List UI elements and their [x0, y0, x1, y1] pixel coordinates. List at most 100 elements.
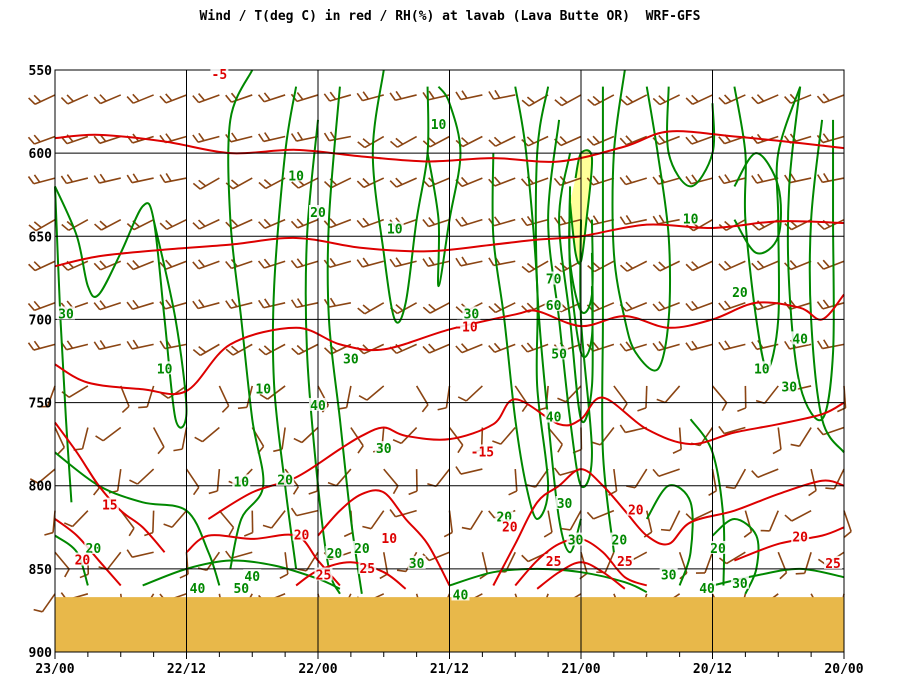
wind-barb-feather	[658, 301, 666, 310]
contour-label-bg	[698, 580, 717, 594]
wind-barb-feather	[526, 215, 534, 225]
wind-barb-shaft	[448, 427, 464, 446]
wind-barb	[422, 343, 450, 354]
wind-barb-feather	[44, 531, 54, 536]
wind-barb-feather	[685, 136, 693, 145]
wind-barb-shaft	[350, 427, 364, 447]
wind-barb-shaft	[263, 94, 286, 103]
wind-barb	[755, 385, 779, 405]
wind-barb-feather	[33, 261, 42, 269]
wind-barb	[93, 94, 122, 105]
wind-barb-feather	[395, 137, 404, 145]
wind-barb-feather	[132, 299, 140, 308]
wind-barb-feather	[756, 133, 764, 142]
wind-barb-feather	[290, 299, 298, 308]
wind-barb-feather	[521, 265, 530, 273]
wind-barb	[192, 93, 220, 104]
wind-barb	[218, 385, 230, 413]
wind-barb	[29, 468, 56, 484]
wind-barb-feather	[553, 177, 561, 186]
wind-barb-shaft	[34, 135, 56, 145]
contour-label: 20	[277, 474, 293, 489]
x-tick-label: 22/00	[298, 662, 337, 677]
wind-barb-feather	[258, 299, 265, 309]
wind-barb-feather	[192, 95, 200, 103]
contour-label-bg	[500, 519, 519, 533]
wind-barb	[126, 339, 154, 350]
wind-barb	[93, 260, 122, 271]
wind-barb	[291, 343, 319, 356]
wind-barb-feather	[99, 340, 106, 349]
wind-barb	[108, 468, 122, 494]
wind-barb-feather	[461, 90, 468, 99]
contour-label-bg	[659, 567, 678, 581]
contour-label: 20	[310, 206, 326, 221]
wind-barb-feather	[626, 485, 636, 489]
wind-barb-shaft	[298, 177, 319, 189]
wind-barb-feather	[718, 136, 726, 145]
wind-barb	[422, 217, 450, 228]
wind-barb	[93, 173, 121, 184]
wind-barb	[656, 385, 681, 404]
wind-barb	[816, 93, 845, 104]
wind-barb-feather	[66, 340, 74, 349]
wind-barb-shaft	[526, 218, 549, 227]
contour-label: 20	[732, 286, 748, 301]
wind-barb	[777, 551, 788, 580]
wind-barb-shaft	[185, 468, 200, 488]
wind-barb-shaft	[364, 302, 385, 315]
wind-barb-shaft	[164, 177, 187, 184]
wind-barb-feather	[625, 95, 634, 103]
wind-barb-feather	[460, 343, 469, 351]
wind-barb-feather	[520, 178, 529, 187]
wind-barb-feather	[258, 221, 266, 229]
wind-barb-shaft	[171, 510, 188, 528]
wind-barb-feather	[264, 298, 271, 307]
wind-barb	[293, 426, 319, 444]
temperature-contour	[317, 489, 451, 586]
wind-barb	[60, 94, 89, 105]
wind-barb	[586, 135, 615, 146]
wind-barb-feather	[64, 522, 73, 528]
wind-barb-feather	[784, 514, 793, 522]
contour-label-bg	[358, 560, 377, 574]
wind-barb-feather	[428, 343, 436, 352]
wind-barb-feather	[508, 490, 518, 496]
wind-barb-feather	[457, 396, 467, 402]
contour-label-bg	[752, 361, 771, 375]
wind-barb-shaft	[493, 218, 516, 227]
wind-barb-shaft	[132, 135, 154, 144]
contour-label-bg	[429, 116, 448, 130]
wind-barb	[356, 257, 384, 268]
contour-label: -5	[212, 68, 228, 83]
contour-label: 25	[316, 569, 332, 584]
contour-label-bg	[341, 351, 360, 365]
wind-barb-shaft	[527, 177, 549, 187]
wind-barb-shaft	[231, 218, 253, 230]
wind-barb	[389, 135, 418, 148]
wind-barb-shaft	[594, 94, 615, 106]
wind-barb	[173, 427, 188, 452]
wind-barb	[816, 133, 845, 144]
wind-barb-feather	[358, 394, 368, 401]
grid-layer	[54, 69, 845, 653]
contour-label-bg	[780, 379, 799, 393]
contour-label: 10	[233, 475, 249, 490]
wind-barb-shaft	[165, 302, 187, 310]
wind-barb-shaft	[67, 94, 89, 105]
wind-barb-shaft	[789, 302, 812, 310]
wind-barb	[718, 340, 746, 351]
contour-label: 20	[792, 530, 808, 545]
wind-barb-feather	[228, 527, 235, 536]
wind-barb	[192, 299, 220, 310]
wind-barb-feather	[323, 132, 330, 142]
wind-barb-feather	[586, 511, 595, 520]
y-tick-label: 600	[29, 147, 53, 162]
wind-barb-feather	[493, 136, 502, 145]
contour-label-bg	[456, 319, 475, 333]
wind-barb-shaft	[561, 94, 582, 107]
wind-barb-feather	[157, 446, 165, 455]
contour-label: 30	[343, 352, 359, 367]
wind-barb-shaft	[711, 468, 718, 491]
